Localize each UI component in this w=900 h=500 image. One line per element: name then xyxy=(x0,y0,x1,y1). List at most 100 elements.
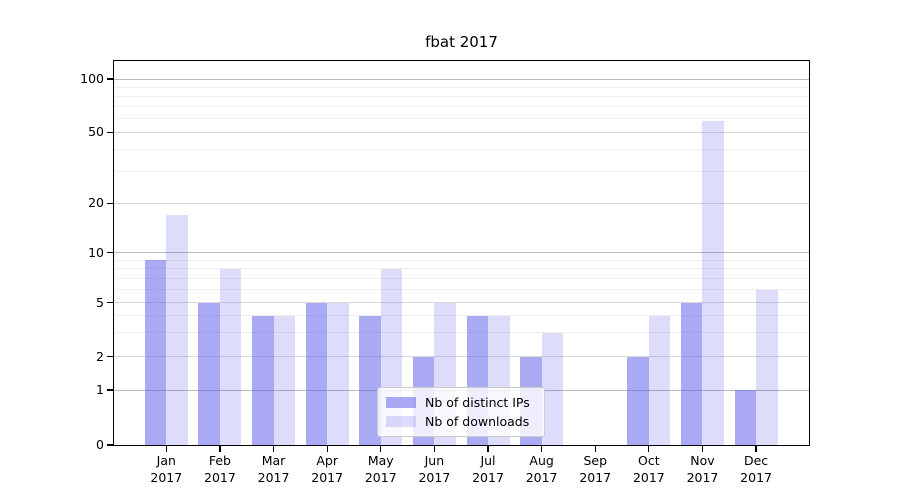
bar-distinct-ips-jan xyxy=(144,260,167,446)
gridline-50 xyxy=(114,131,809,133)
x-axis-tick-label-aug: Aug 2017 xyxy=(514,452,570,486)
x-label-month: Nov xyxy=(690,453,715,468)
y-axis-tick-label: 100 xyxy=(80,71,104,86)
y-tick-mark xyxy=(106,389,113,391)
bar-distinct-ips-mar xyxy=(252,315,274,446)
bar-downloads-feb xyxy=(219,268,242,446)
legend-label-downloads: Nb of downloads xyxy=(425,414,530,429)
x-label-year: 2017 xyxy=(257,470,290,485)
bar-distinct-ips-nov xyxy=(680,302,703,446)
y-axis-tick-label: 20 xyxy=(88,195,104,211)
gridline-minor xyxy=(114,149,809,151)
gridline-minor xyxy=(114,332,809,334)
x-axis-tick-label-feb: Feb 2017 xyxy=(192,452,248,486)
legend-swatch-distinct-ips xyxy=(386,397,416,408)
x-tick-mark xyxy=(541,445,543,452)
x-tick-mark xyxy=(272,445,275,452)
x-axis-tick-label-jun: Jun 2017 xyxy=(406,452,462,486)
x-axis-tick-label-mar: Mar 2017 xyxy=(246,452,302,486)
bar-downloads-oct xyxy=(648,315,671,446)
gridline-minor xyxy=(114,259,809,261)
x-axis-tick-label-jan: Jan 2017 xyxy=(138,452,194,486)
gridline-5 xyxy=(114,302,809,304)
bar-downloads-mar xyxy=(273,315,296,446)
y-tick-mark xyxy=(106,131,113,133)
y-tick-mark xyxy=(106,202,113,204)
gridline-2 xyxy=(114,356,809,358)
x-label-year: 2017 xyxy=(150,470,183,485)
x-tick-mark xyxy=(380,445,382,452)
x-label-year: 2017 xyxy=(418,470,451,485)
x-label-month: May xyxy=(367,453,394,468)
x-axis-tick-label-sep: Sep 2017 xyxy=(567,452,623,486)
y-axis-tick-label: 2 xyxy=(96,348,104,364)
x-label-month: Dec xyxy=(743,453,769,468)
y-tick-mark xyxy=(106,78,113,80)
bar-downloads-apr xyxy=(327,302,349,446)
x-label-year: 2017 xyxy=(204,470,236,485)
x-label-month: Mar xyxy=(261,453,286,468)
bar-distinct-ips-apr xyxy=(305,302,328,446)
gridline-minor xyxy=(114,277,809,279)
legend-item-distinct-ips: Nb of distinct IPs xyxy=(386,393,536,412)
bar-downloads-dec xyxy=(756,289,778,446)
x-axis-tick-label-may: May 2017 xyxy=(353,452,409,486)
x-tick-mark xyxy=(433,445,435,452)
y-tick-mark xyxy=(106,302,113,304)
x-label-month: Aug xyxy=(529,453,554,468)
x-tick-mark xyxy=(487,445,489,452)
x-tick-mark xyxy=(594,445,596,452)
x-label-year: 2017 xyxy=(579,470,612,485)
gridline-100 xyxy=(114,78,809,80)
x-axis-tick-label-oct: Oct 2017 xyxy=(621,452,677,486)
x-label-year: 2017 xyxy=(686,470,719,485)
x-tick-mark xyxy=(755,445,757,452)
x-label-month: Sep xyxy=(583,453,608,468)
y-axis-tick-label: 10 xyxy=(88,244,104,260)
x-tick-mark xyxy=(326,445,328,452)
gridline-20 xyxy=(114,202,809,204)
legend-item-downloads: Nb of downloads xyxy=(386,412,536,431)
x-label-month: Jun xyxy=(424,453,445,468)
bar-distinct-ips-dec xyxy=(734,390,757,446)
y-axis-tick-label: 0 xyxy=(96,437,104,452)
bar-distinct-ips-oct xyxy=(627,356,649,446)
legend-swatch-downloads xyxy=(386,416,416,427)
y-tick-mark xyxy=(106,444,113,446)
y-axis-tick-label: 5 xyxy=(96,294,104,310)
x-label-year: 2017 xyxy=(364,470,397,485)
y-axis-tick-label: 50 xyxy=(88,124,104,140)
gridline-10 xyxy=(114,252,809,254)
x-tick-mark xyxy=(165,445,167,452)
x-tick-mark xyxy=(648,445,650,452)
gridline-minor xyxy=(114,105,809,107)
bar-downloads-nov xyxy=(702,120,724,446)
bar-distinct-ips-feb xyxy=(198,302,220,446)
y-tick-mark xyxy=(106,252,113,254)
gridline-minor xyxy=(114,268,809,270)
chart-title: fbat 2017 xyxy=(425,33,498,51)
bar-downloads-aug xyxy=(541,332,564,446)
y-axis-tick-label: 1 xyxy=(96,382,104,397)
x-axis-tick-label-nov: Nov 2017 xyxy=(674,452,730,486)
x-label-month: Jan xyxy=(156,453,176,468)
gridline-minor xyxy=(114,315,809,317)
gridline-minor xyxy=(114,289,809,291)
x-label-year: 2017 xyxy=(525,470,558,485)
x-tick-mark xyxy=(219,445,221,452)
x-axis-tick-label-jul: Jul 2017 xyxy=(460,452,516,486)
x-label-year: 2017 xyxy=(740,470,772,485)
x-label-month: Oct xyxy=(638,453,660,468)
x-axis-tick-label-dec: Dec 2017 xyxy=(728,452,784,486)
gridline-minor xyxy=(114,117,809,119)
x-label-year: 2017 xyxy=(632,470,665,485)
gridline-minor xyxy=(114,95,809,97)
legend: Nb of distinct IPs Nb of downloads xyxy=(377,387,545,437)
y-tick-mark xyxy=(106,356,113,358)
bar-distinct-ips-may xyxy=(359,315,381,446)
x-axis-tick-label-apr: Apr 2017 xyxy=(299,452,355,486)
x-label-year: 2017 xyxy=(472,470,504,485)
x-tick-mark xyxy=(701,445,704,452)
x-label-year: 2017 xyxy=(311,470,344,485)
